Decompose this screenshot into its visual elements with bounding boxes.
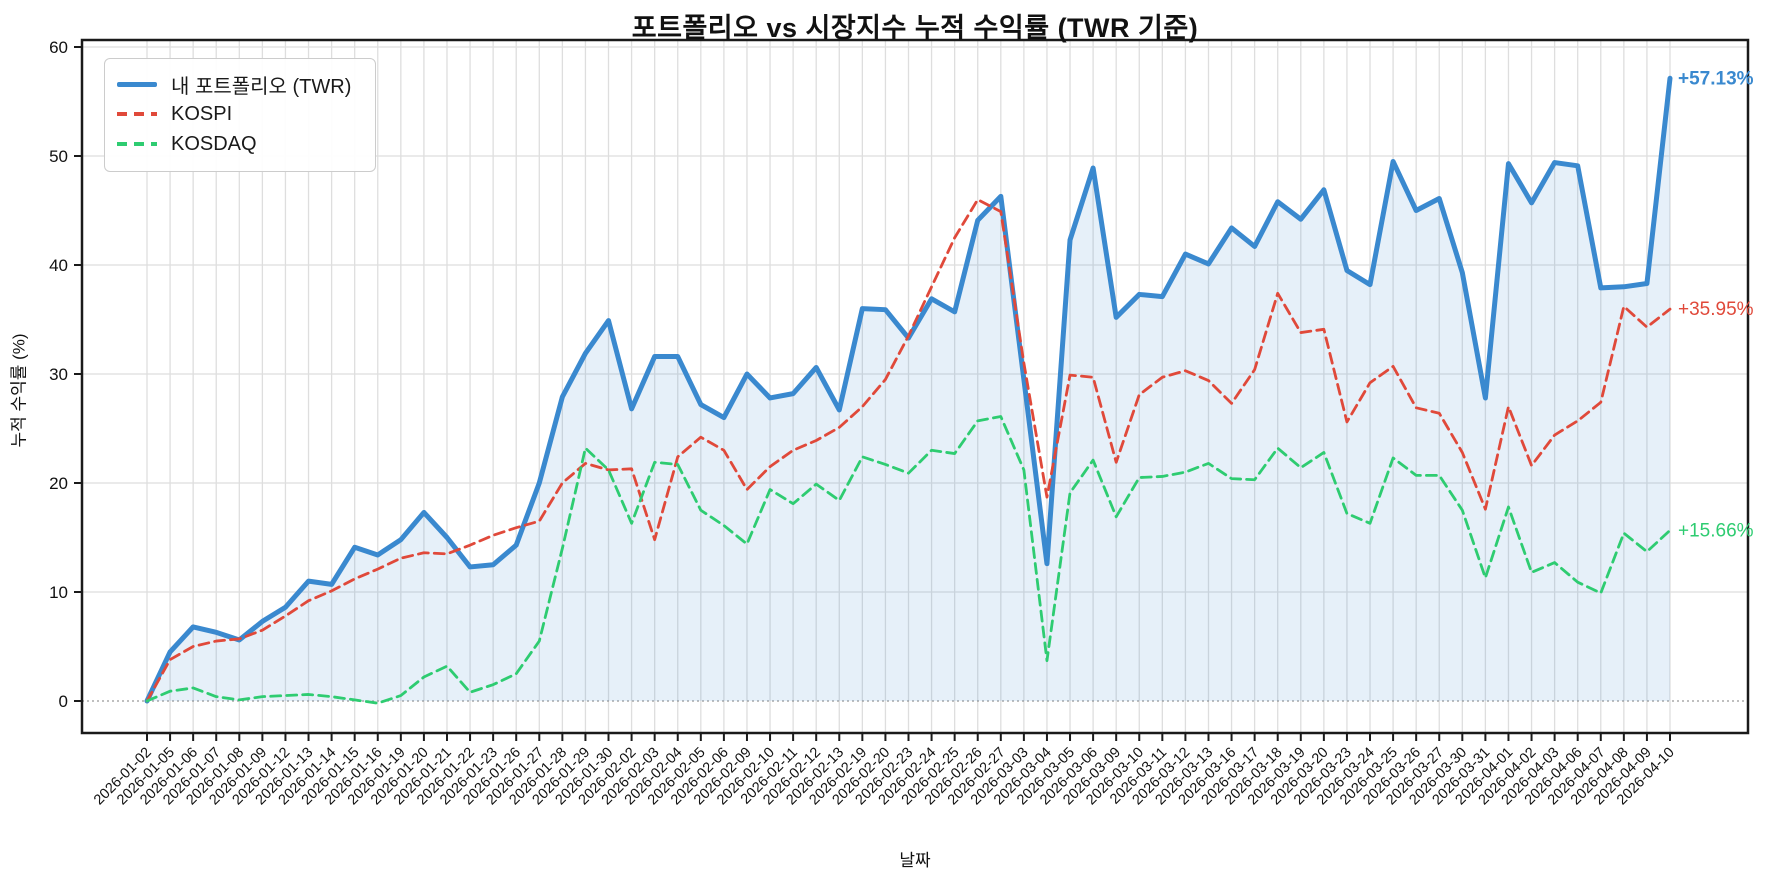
- y-tick-label: 30: [49, 365, 68, 384]
- x-axis-title: 날짜: [899, 851, 931, 870]
- y-tick-label: 20: [49, 474, 68, 493]
- legend-item-portfolio: 내 포트폴리오 (TWR): [117, 69, 363, 99]
- legend-label-kospi: KOSPI: [171, 102, 233, 125]
- end-value-label: +35.95%: [1678, 299, 1754, 320]
- y-tick-label: 0: [59, 692, 68, 711]
- y-tick-label: 40: [49, 256, 68, 275]
- y-axis-title: 누적 수익률 (%): [9, 333, 29, 448]
- portfolio-line-swatch: [117, 81, 157, 87]
- legend-label-portfolio: 내 포트폴리오 (TWR): [171, 75, 352, 98]
- legend-item-kosdaq: KOSDAQ: [117, 129, 363, 159]
- y-tick-label: 60: [49, 38, 68, 57]
- chart-title: 포트폴리오 vs 시장지수 누적 수익률 (TWR 기준): [631, 13, 1199, 43]
- end-value-label: +15.66%: [1678, 520, 1754, 541]
- end-value-label: +57.13%: [1678, 68, 1754, 89]
- legend-item-kospi: KOSPI: [117, 99, 363, 129]
- legend-label-kosdaq: KOSDAQ: [171, 132, 257, 155]
- kospi-line-swatch: [117, 112, 157, 116]
- y-tick-label: 50: [49, 147, 68, 166]
- legend: 내 포트폴리오 (TWR) KOSPI KOSDAQ: [104, 58, 376, 172]
- kosdaq-line-swatch: [117, 142, 157, 146]
- y-tick-label: 10: [49, 583, 68, 602]
